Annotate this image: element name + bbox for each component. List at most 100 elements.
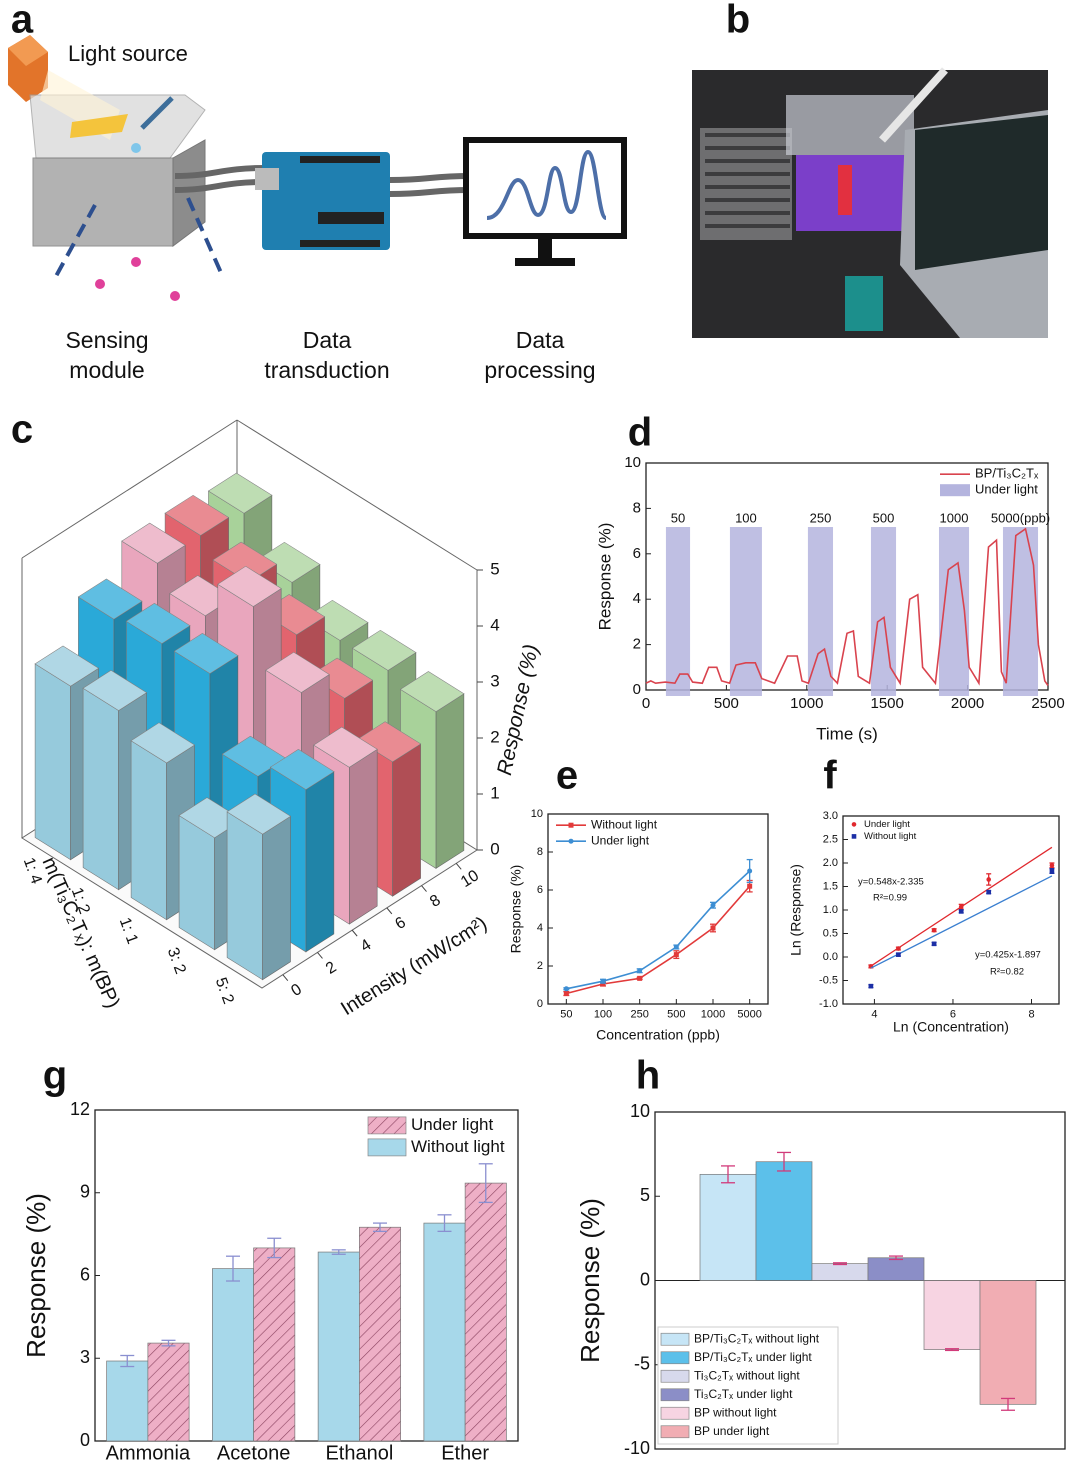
marker (600, 978, 606, 984)
y-tick-label: 2 (633, 636, 641, 653)
plot-frame (842, 815, 1060, 1005)
usb-port (255, 168, 279, 190)
region-label: 50 (671, 510, 685, 525)
bar-top-shine (121, 523, 186, 564)
fit-r2: R²=0.82 (990, 967, 1024, 978)
bar-top (399, 671, 465, 712)
bar-side-shade (392, 743, 421, 897)
bar-top-shine (179, 797, 243, 838)
marker (896, 946, 901, 951)
stage-label: transduction (264, 357, 389, 383)
plot-frame (645, 462, 1049, 691)
heatsink (700, 128, 792, 240)
bar-top-shine (400, 671, 464, 712)
y-tick-label: 10 (458, 867, 482, 891)
bar-top-shine (265, 652, 330, 693)
x-axis-label: Concentration (ppb) (596, 1027, 720, 1043)
legend-swatch (660, 1388, 690, 1402)
y-tick-label: 4 (358, 936, 375, 955)
bar-top-shine (165, 495, 229, 536)
bar (212, 1268, 254, 1442)
bar-top (82, 670, 148, 711)
light-source-top (8, 35, 48, 66)
arduino (262, 152, 390, 250)
x-tick-label: 5: 2 (212, 975, 237, 1006)
x-tick-label: 6 (950, 1008, 956, 1020)
y-axis-label: Response (%) (508, 865, 524, 954)
molecule (131, 257, 141, 267)
legend-label: Without light (864, 831, 917, 842)
bar-top (356, 721, 422, 763)
y-tick-label: -10 (624, 1438, 650, 1458)
pipette (140, 96, 174, 130)
y-tick-label: 8 (633, 499, 641, 516)
monitor-stand (538, 238, 552, 260)
chamber (32, 157, 174, 247)
y-tick-label: 4 (537, 922, 543, 934)
bar (755, 1161, 813, 1281)
marker (710, 902, 716, 908)
x-axis-label: Ln (Concentration) (893, 1019, 1009, 1035)
legend-swatch (367, 1116, 407, 1135)
legend-label: BP/Ti₃C₂Tₓ under light (694, 1350, 812, 1364)
bar-top-shine (126, 603, 190, 644)
bar (317, 1251, 360, 1442)
legend-label: Under light (864, 819, 910, 830)
region-label: 500 (873, 510, 895, 525)
x-tick-label: 1000 (701, 1008, 725, 1020)
bar-top (125, 603, 191, 644)
marker (868, 983, 874, 989)
bar-top-shine (304, 600, 368, 641)
dash-line (53, 204, 97, 279)
series-line (566, 870, 751, 990)
legend-box (657, 1326, 839, 1445)
bar-top-shine (309, 658, 373, 699)
stage-label: Sensing (65, 327, 148, 353)
header (300, 240, 380, 247)
bar-top-shine (213, 542, 277, 583)
error-bar (777, 1151, 791, 1172)
legend-label: BP under light (694, 1424, 770, 1438)
region-label: 1000 (940, 510, 969, 525)
legend-swatch (660, 1406, 690, 1420)
marker (747, 868, 753, 874)
bar-top (77, 578, 143, 620)
light-region (665, 527, 691, 696)
error-bar (889, 1255, 903, 1261)
y-axis-label: Response (%) (595, 523, 614, 631)
error-bar (945, 1348, 959, 1352)
marker (747, 883, 753, 889)
region-label: 250 (810, 510, 832, 525)
bar-top-shine (222, 736, 286, 777)
pipette (879, 67, 948, 143)
legend-label: Ti₃C₂Tₓ without light (694, 1368, 800, 1382)
fit-line (870, 875, 1053, 969)
y-tick-label: 9 (80, 1182, 90, 1202)
y-axis-label: Response (%) (575, 1198, 605, 1363)
marker (931, 941, 937, 947)
bar (106, 1360, 149, 1442)
panel-label: e (556, 754, 578, 798)
fit-equation: y=0.548x-2.335 (858, 877, 924, 888)
bar-top (351, 629, 417, 671)
legend-label: Under light (411, 1115, 493, 1134)
error-bar (267, 1237, 282, 1259)
x-tick-label: 8 (1028, 1008, 1034, 1020)
panel-label: c (11, 408, 33, 452)
y-tick (421, 885, 427, 892)
error-bar (372, 1222, 387, 1233)
stage-label: Data (303, 327, 352, 353)
y-tick-label: 2.5 (823, 833, 838, 845)
molecule (170, 291, 180, 301)
x-tick-label: 1: 1 (116, 915, 141, 946)
sensor (70, 114, 128, 138)
wave (486, 149, 608, 220)
y-tick-label: 0 (80, 1430, 90, 1450)
panel-label: d (628, 411, 652, 455)
bar-top-shine (208, 473, 272, 514)
wire (389, 173, 471, 197)
bar (699, 1173, 757, 1281)
stage-label: module (69, 357, 144, 383)
bar-top (207, 472, 273, 514)
x-tick-label: 1: 4 (20, 855, 45, 886)
